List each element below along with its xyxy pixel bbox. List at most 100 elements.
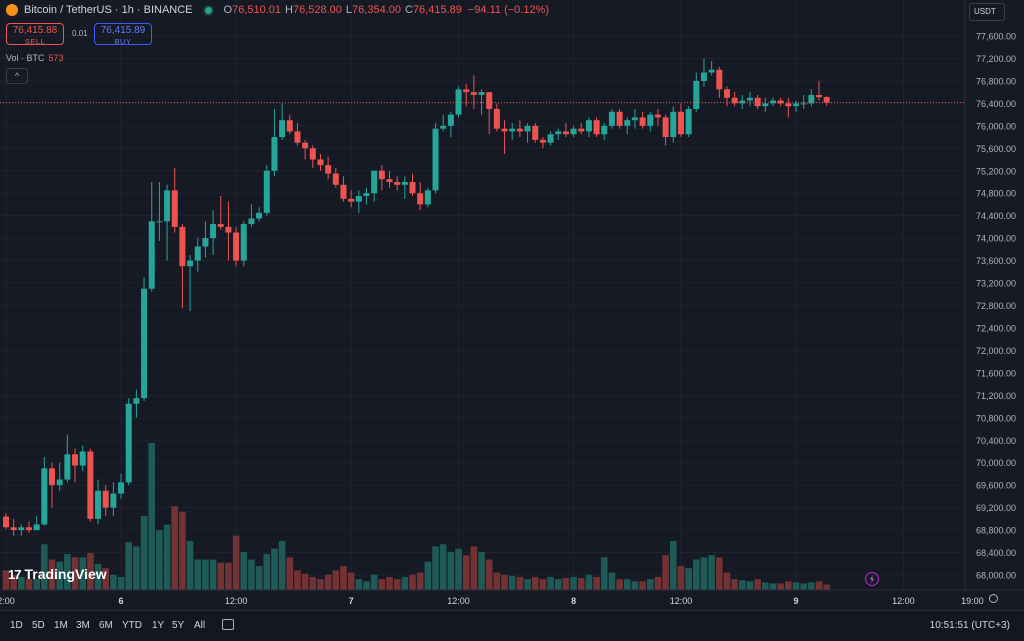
candle-body[interactable] [340,184,347,199]
timeframe-button-ytd[interactable]: YTD [122,620,142,631]
candle-body[interactable] [731,97,738,104]
timeframe-button-3m[interactable]: 3M [76,620,90,631]
candle-body[interactable] [394,181,401,185]
candle-body[interactable] [118,482,125,494]
candle-body[interactable] [156,221,163,223]
candle-body[interactable] [555,131,562,135]
candle-body[interactable] [371,170,378,194]
candle-body[interactable] [570,128,577,135]
sell-button[interactable]: 76,415.88 SELL [6,23,64,46]
candle-body[interactable] [18,527,25,531]
candle-body[interactable] [746,97,753,101]
candle-body[interactable] [516,128,523,132]
candle-body[interactable] [217,224,224,227]
candle-body[interactable] [532,125,539,140]
candle-body[interactable] [125,403,132,483]
candle-body[interactable] [639,117,646,126]
candle-body[interactable] [685,108,692,135]
candle-body[interactable] [271,137,278,171]
candle-body[interactable] [348,198,355,202]
candle-body[interactable] [49,468,56,486]
candle-body[interactable] [562,131,569,135]
candle-body[interactable] [478,92,485,95]
timeframe-button-5y[interactable]: 5Y [172,620,185,631]
candle-body[interactable] [700,72,707,81]
candle-body[interactable] [539,139,546,143]
candle-body[interactable] [294,131,301,143]
candle-body[interactable] [409,181,416,194]
candle-body[interactable] [440,125,447,129]
candle-body[interactable] [424,190,431,205]
candle-body[interactable] [547,134,554,143]
candle-body[interactable] [386,179,393,182]
candle-body[interactable] [677,111,684,135]
candle-body[interactable] [302,142,309,149]
candle-body[interactable] [432,128,439,191]
candle-body[interactable] [279,120,286,138]
candle-body[interactable] [309,148,316,160]
candle-body[interactable] [631,117,638,121]
candle-body[interactable] [608,111,615,126]
settings-gear-icon[interactable] [989,594,998,603]
candle-body[interactable] [240,224,247,261]
candle-body[interactable] [164,190,171,222]
candle-body[interactable] [823,97,830,103]
timeframe-button-all[interactable]: All [194,620,206,631]
candle-body[interactable] [616,111,623,126]
symbol-title[interactable]: Bitcoin / TetherUS · 1h · BINANCE [24,4,193,16]
collapse-chevron-icon[interactable]: ^ [6,68,28,84]
candle-body[interactable] [593,120,600,135]
candle-body[interactable] [363,193,370,197]
candle-body[interactable] [102,490,109,508]
candle-body[interactable] [524,125,531,132]
time-axis[interactable]: 2:00 6 12:00 7 12:00 8 12:00 9 12:00 19:00 [0,589,1024,606]
candle-body[interactable] [793,103,800,107]
candle-body[interactable] [493,108,500,129]
timeframe-button-1y[interactable]: 1Y [152,620,165,631]
candle-body[interactable] [141,288,148,399]
candle-body[interactable] [286,120,293,132]
candle-body[interactable] [693,80,700,109]
candle-body[interactable] [355,196,362,202]
candle-body[interactable] [10,527,17,531]
candle-body[interactable] [64,454,71,480]
candle-body[interactable] [754,97,761,107]
currency-selector[interactable]: USDT [969,3,1005,21]
candle-body[interactable] [739,100,746,104]
candle-body[interactable] [210,224,217,239]
candle-body[interactable] [248,218,255,225]
candle-body[interactable] [447,114,454,126]
candle-body[interactable] [110,493,117,508]
timeframe-button-1d[interactable]: 1D [10,620,23,631]
candle-body[interactable] [585,120,592,132]
candle-body[interactable] [501,128,508,132]
candle-body[interactable] [417,193,424,205]
calendar-goto-icon[interactable] [222,619,234,630]
candle-body[interactable] [770,100,776,104]
candle-body[interactable] [95,490,102,519]
candle-body[interactable] [79,451,86,466]
candle-body[interactable] [325,165,332,174]
candle-body[interactable] [470,92,477,95]
candle-body[interactable] [171,190,178,227]
candle-body[interactable] [723,89,730,98]
candle-body[interactable] [148,221,155,289]
candle-body[interactable] [194,246,201,261]
candle-body[interactable] [455,89,462,115]
candle-body[interactable] [708,69,715,73]
candle-body[interactable] [578,128,585,132]
candle-body[interactable] [317,159,324,166]
candle-body[interactable] [808,94,815,104]
buy-button[interactable]: 76,415.89 BUY [94,23,152,46]
timeframe-button-6m[interactable]: 6M [99,620,113,631]
candle-body[interactable] [72,454,79,466]
price-axis[interactable]: 77,600.00 77,200.00 76,800.00 76,400.00 76,0… [964,0,1024,590]
candle-body[interactable] [233,232,240,261]
candle-body[interactable] [670,111,677,138]
candle-body[interactable] [256,212,263,219]
candle-body[interactable] [225,226,232,233]
candle-body[interactable] [785,103,792,107]
candle-body[interactable] [26,527,33,531]
candle-body[interactable] [263,170,270,213]
candle-body[interactable] [777,100,784,104]
